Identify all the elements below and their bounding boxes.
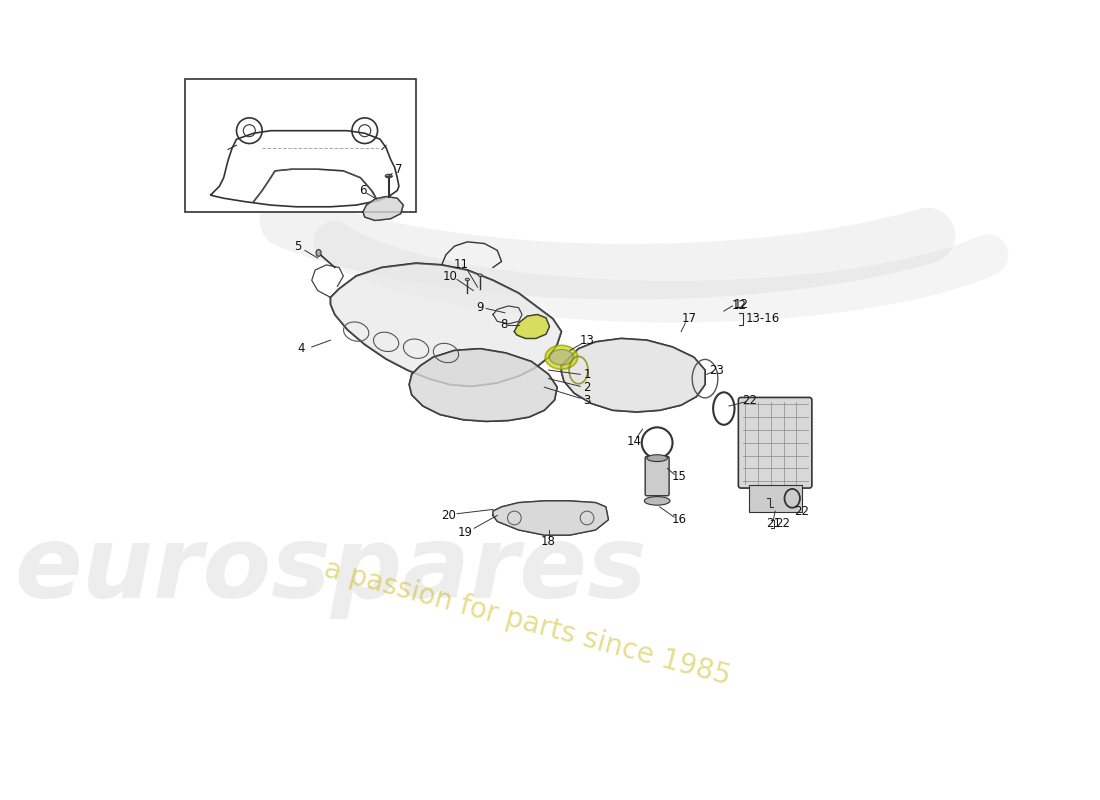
PathPatch shape	[493, 501, 608, 535]
Text: 14: 14	[627, 434, 641, 447]
Text: 18: 18	[541, 534, 556, 547]
Text: 12: 12	[732, 299, 747, 313]
Text: 4: 4	[297, 342, 305, 355]
Text: 22: 22	[742, 394, 757, 406]
Ellipse shape	[316, 250, 321, 256]
Text: 5: 5	[295, 240, 301, 253]
Text: 22: 22	[794, 505, 808, 518]
FancyBboxPatch shape	[738, 398, 812, 488]
PathPatch shape	[363, 197, 404, 221]
Text: 7: 7	[395, 162, 403, 176]
Text: 13-16: 13-16	[745, 312, 780, 326]
Ellipse shape	[647, 454, 668, 462]
FancyBboxPatch shape	[185, 79, 416, 212]
Text: a passion for parts since 1985: a passion for parts since 1985	[321, 554, 734, 690]
Text: 9: 9	[476, 301, 484, 314]
PathPatch shape	[515, 314, 549, 338]
PathPatch shape	[409, 349, 557, 422]
Text: 10: 10	[443, 270, 458, 282]
Ellipse shape	[385, 174, 392, 178]
Ellipse shape	[546, 346, 578, 370]
Ellipse shape	[549, 350, 573, 365]
Text: 23: 23	[710, 363, 725, 377]
PathPatch shape	[561, 338, 705, 412]
Ellipse shape	[465, 278, 470, 281]
Ellipse shape	[645, 497, 670, 505]
Text: 12: 12	[734, 298, 749, 310]
Ellipse shape	[478, 274, 482, 277]
Text: 11: 11	[454, 258, 469, 271]
Text: 16: 16	[672, 513, 686, 526]
Text: 15: 15	[672, 470, 686, 483]
FancyBboxPatch shape	[646, 457, 669, 496]
Text: 8: 8	[500, 318, 508, 331]
PathPatch shape	[331, 263, 561, 386]
Text: 17: 17	[682, 312, 697, 326]
Text: 22: 22	[776, 518, 790, 530]
Text: 1: 1	[583, 368, 591, 381]
Text: 19: 19	[458, 526, 473, 539]
Text: 21: 21	[766, 518, 781, 530]
Text: 3: 3	[583, 394, 591, 406]
Text: 20: 20	[441, 509, 456, 522]
Text: 6: 6	[360, 184, 366, 197]
Text: 2: 2	[583, 381, 591, 394]
Text: 13: 13	[580, 334, 594, 346]
Text: eurospares: eurospares	[14, 522, 647, 619]
FancyBboxPatch shape	[749, 485, 802, 512]
